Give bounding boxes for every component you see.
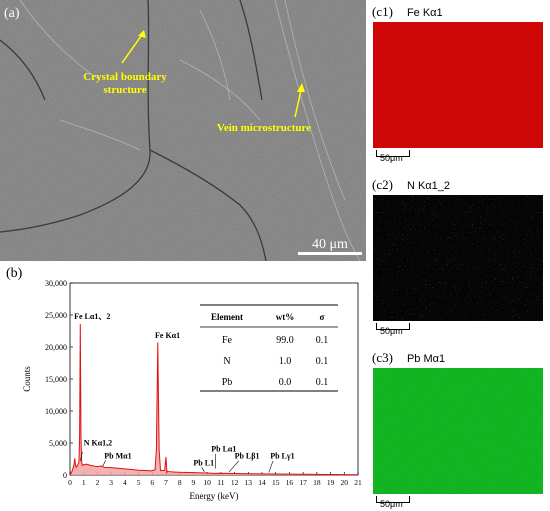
x-tick-label: 20	[341, 478, 349, 487]
composition-table: Element wt% σ Fe 99.0 0.1 N 1.0 0.1 Pb 0…	[200, 304, 338, 392]
x-tick-label: 19	[327, 478, 335, 487]
peak-label-pb-la: Pb Lα1	[211, 444, 236, 453]
map-c2-label: (c2)	[372, 177, 393, 192]
x-tick-label: 7	[164, 478, 168, 487]
grain-boundaries	[0, 0, 267, 261]
x-tick-label: 9	[192, 478, 196, 487]
peak-leader-line	[79, 451, 83, 461]
eds-spectrum-chart: (b) 0 5,000 10,000 15,000 20,000 25,000 30,000…	[6, 266, 362, 501]
peak-label-n-ka: N Kα1,2	[84, 439, 112, 448]
vein-annotation: Vein microstructure	[217, 83, 311, 134]
peak-leader-line	[228, 460, 239, 472]
annotation-crystal-1: Crystal boundary	[83, 71, 167, 83]
x-axis-label: Energy (keV)	[189, 491, 238, 501]
fe-map-image	[373, 22, 543, 148]
table-cell: 1.0	[279, 356, 292, 367]
x-tick-label: 18	[313, 478, 321, 487]
x-tick-label: 12	[231, 478, 239, 487]
x-tick-label: 8	[178, 478, 182, 487]
table-header-element: Element	[211, 312, 243, 322]
table-cell: 0.0	[279, 377, 292, 388]
n-map-image	[373, 195, 543, 321]
pb-map-image	[373, 368, 543, 494]
x-tick-label: 6	[150, 478, 154, 487]
x-tick-label: 2	[96, 478, 100, 487]
panel-a-label: (a)	[4, 6, 20, 21]
table-header-sigma: σ	[320, 312, 325, 322]
map-c3-label: (c3)	[372, 350, 393, 365]
x-tick-label: 5	[137, 478, 141, 487]
y-axis-label: Counts	[22, 366, 32, 392]
peak-label-fe-ka: Fe Kα1	[155, 331, 180, 340]
table-cell: 0.1	[316, 356, 329, 367]
x-tick-label: 3	[109, 478, 113, 487]
peak-leader-line	[268, 460, 274, 473]
map-c1-scalebar	[376, 150, 410, 157]
vein-lines	[19, 0, 361, 261]
x-tick-label: 21	[354, 478, 362, 487]
table-cell: Fe	[222, 335, 233, 346]
sem-micrograph: (a) Crystal boundary structure Vein micr…	[0, 0, 366, 261]
x-tick-label: 17	[299, 478, 307, 487]
map-c2: (c2) N Kα1_2 50μm	[372, 173, 544, 338]
y-tick-label: 25,000	[45, 311, 67, 320]
x-tick-label: 13	[245, 478, 253, 487]
table-cell: N	[223, 356, 230, 367]
map-c2-scale: 50μm	[380, 326, 403, 336]
table-header-wt: wt%	[276, 312, 295, 322]
table-cell: 0.1	[316, 335, 329, 346]
peak-label-pb-lb: Pb Lβ1	[235, 451, 260, 460]
annotation-crystal-2: structure	[103, 84, 146, 96]
y-tick-label: 0	[63, 471, 67, 480]
scale-bar-label: 40 μm	[312, 237, 348, 252]
map-c3-scalebar	[376, 496, 410, 503]
map-c2-scalebar	[376, 323, 410, 330]
x-tick-label: 16	[286, 478, 294, 487]
peak-label-fe-la: Fe Lα1、2	[74, 312, 110, 321]
table-cell: 0.1	[316, 377, 329, 388]
peak-leader-line	[201, 467, 205, 472]
spectrum-line	[69, 323, 359, 476]
chart-plot	[69, 323, 359, 476]
map-c3-scale: 50μm	[380, 499, 403, 509]
table-cell: Pb	[222, 377, 233, 388]
x-tick-label: 1	[82, 478, 86, 487]
scale-bar: 40 μm	[298, 237, 362, 255]
x-tick-label: 11	[217, 478, 224, 487]
x-tick-label: 0	[68, 478, 72, 487]
map-c1-label: (c1)	[372, 4, 393, 19]
peak-label-pb-lg: Pb Lγ1	[270, 451, 294, 460]
map-c3: (c3) Pb Mα1 50μm	[372, 346, 544, 511]
peak-labels: Fe Lα1、2 Fe Kα1 N Kα1,2 Pb Mα1 Pb Lα1 Pb…	[74, 312, 295, 468]
x-tick-label: 15	[272, 478, 280, 487]
y-tick-label: 5,000	[49, 439, 67, 448]
peak-label-pb-ma: Pb Mα1	[104, 451, 131, 460]
map-c1-scale: 50μm	[380, 153, 403, 163]
peak-leader-line	[102, 460, 106, 467]
panel-b-label: (b)	[6, 266, 23, 281]
y-tick-label: 30,000	[45, 279, 67, 288]
y-tick-label: 10,000	[45, 407, 67, 416]
peak-label-pb-l1: Pb L1	[193, 458, 214, 467]
map-c3-title: Pb Mα1	[406, 353, 446, 365]
map-c1-title: Fe Kα1	[406, 7, 443, 19]
crystal-boundary-annotation: Crystal boundary structure	[83, 30, 167, 96]
x-tick-label: 4	[123, 478, 127, 487]
map-c1: (c1) Fe Kα1 50μm	[372, 0, 544, 165]
annotation-vein: Vein microstructure	[217, 122, 311, 134]
table-cell: 99.0	[276, 335, 294, 346]
x-tick-label: 14	[258, 478, 266, 487]
y-tick-label: 20,000	[45, 343, 67, 352]
x-tick-label: 10	[203, 478, 211, 487]
y-tick-label: 15,000	[45, 375, 67, 384]
map-c2-title: N Kα1_2	[406, 180, 450, 192]
